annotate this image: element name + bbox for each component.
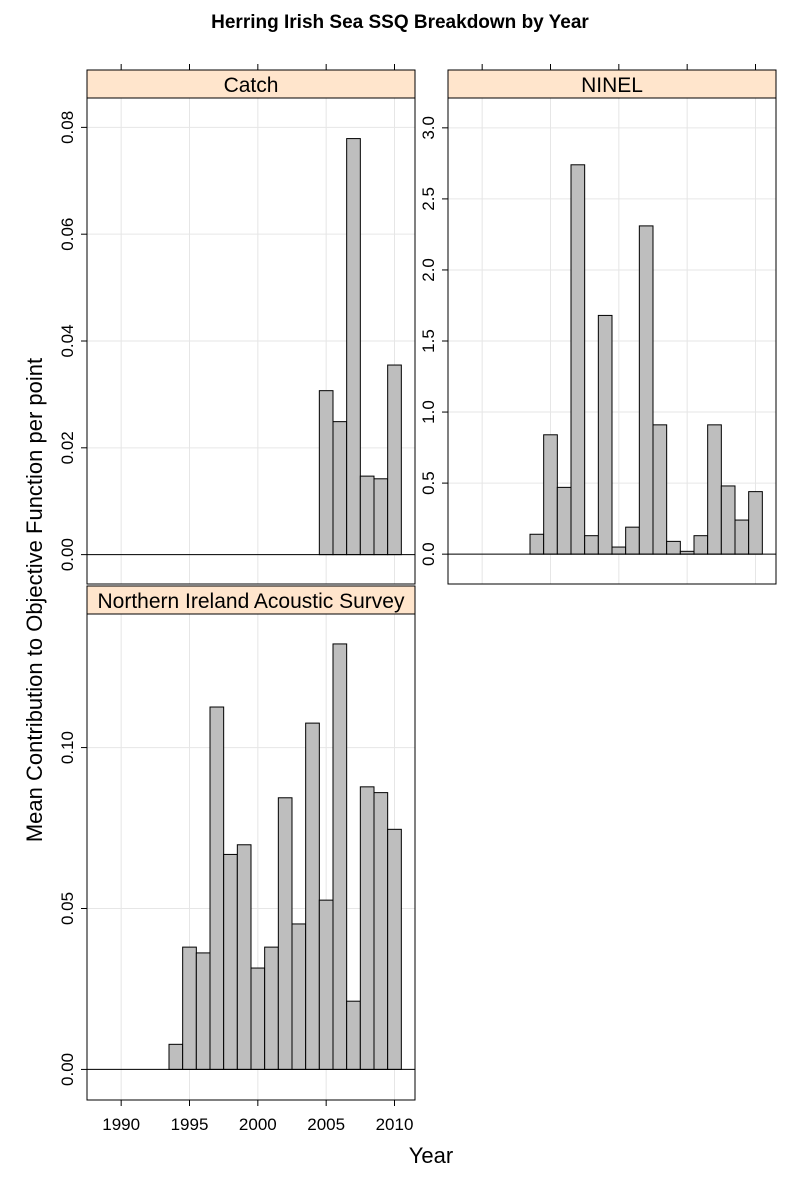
y-axis-title: Mean Contribution to Objective Function … — [22, 358, 47, 842]
bar-ninel-2000 — [611, 546, 627, 555]
bar-northern-ireland-acoustic-survey-1997 — [209, 706, 225, 1070]
bar-ninel-1997 — [570, 164, 586, 555]
y-tick-label-catch-0.00: 0.00 — [58, 538, 77, 571]
bar-catch-2009 — [373, 478, 389, 556]
bar-ninel-1998 — [584, 535, 599, 555]
bar-northern-ireland-acoustic-survey-2002 — [277, 797, 293, 1070]
bar-ninel-2010 — [748, 491, 763, 555]
panel-catch: Catch 0.00 0.02 0.04 0.06 0.08 — [58, 64, 416, 585]
bar-catch-2007 — [346, 138, 361, 556]
bar-ninel-2004 — [666, 540, 681, 555]
bar-ninel-2001 — [625, 526, 640, 555]
bars-catch — [318, 138, 402, 556]
bar-northern-ireland-acoustic-survey-1996 — [195, 952, 211, 1070]
y-tick-label-ninel-3.0: 3.0 — [419, 116, 438, 140]
bar-northern-ireland-acoustic-survey-1995 — [182, 946, 197, 1070]
panel-border-northern-ireland-acoustic-survey — [86, 613, 416, 1101]
panels-layer: Catch 0.00 0.02 0.04 0.06 0.08 NINEL 0.0 0.5 1.0 1… — [58, 64, 777, 1134]
y-tick-label-catch-0.04: 0.04 — [58, 324, 77, 357]
y-tick-label-ninel-0.0: 0.0 — [419, 542, 438, 566]
bar-northern-ireland-acoustic-survey-2008 — [359, 786, 375, 1070]
strip-label-ninel: NINEL — [581, 74, 643, 97]
bar-northern-ireland-acoustic-survey-2010 — [387, 828, 402, 1070]
bar-catch-2006 — [332, 421, 348, 556]
x-tick-label-1995: 1995 — [171, 1115, 209, 1134]
y-tick-label-northern-ireland-acoustic-survey-0.10: 0.10 — [58, 731, 77, 764]
bar-ninel-1994 — [529, 533, 545, 555]
bar-ninel-2009 — [734, 519, 750, 555]
bar-ninel-1995 — [543, 434, 558, 555]
bars-ninel — [529, 164, 763, 555]
bar-northern-ireland-acoustic-survey-2009 — [373, 792, 389, 1070]
bar-northern-ireland-acoustic-survey-1999 — [236, 844, 252, 1070]
y-tick-label-ninel-2.5: 2.5 — [419, 187, 438, 211]
x-tick-label-2010: 2010 — [376, 1115, 414, 1134]
chart-title: Herring Irish Sea SSQ Breakdown by Year — [211, 12, 589, 33]
x-tick-label-2000: 2000 — [239, 1115, 277, 1134]
y-tick-label-northern-ireland-acoustic-survey-0.05: 0.05 — [58, 892, 77, 925]
bar-northern-ireland-acoustic-survey-2003 — [291, 923, 307, 1070]
x-tick-label-2005: 2005 — [307, 1115, 345, 1134]
bar-ninel-2008 — [720, 485, 736, 555]
y-tick-label-ninel-2.0: 2.0 — [419, 258, 438, 282]
bar-northern-ireland-acoustic-survey-2001 — [264, 946, 279, 1070]
panel-ninel: NINEL 0.0 0.5 1.0 1.5 2.0 2.5 3.0 — [419, 64, 777, 585]
y-tick-label-catch-0.06: 0.06 — [58, 218, 77, 251]
x-tick-label-1990: 1990 — [102, 1115, 140, 1134]
bar-northern-ireland-acoustic-survey-1994 — [168, 1043, 184, 1070]
panel-northern-ireland-acoustic-survey: Northern Ireland Acoustic Survey 1990 1995… — [58, 585, 416, 1134]
y-tick-label-ninel-1.5: 1.5 — [419, 329, 438, 353]
bar-ninel-2007 — [707, 424, 722, 555]
strip-label-catch: Catch — [224, 74, 279, 97]
bar-ninel-1996 — [556, 486, 572, 555]
y-tick-label-ninel-0.5: 0.5 — [419, 471, 438, 495]
y-tick-label-ninel-1.0: 1.0 — [419, 400, 438, 424]
y-tick-label-catch-0.08: 0.08 — [58, 111, 77, 144]
bar-northern-ireland-acoustic-survey-2007 — [346, 1000, 361, 1070]
y-tick-label-northern-ireland-acoustic-survey-0.00: 0.00 — [58, 1053, 77, 1086]
bar-northern-ireland-acoustic-survey-2006 — [332, 643, 348, 1070]
x-axis-title: Year — [409, 1143, 453, 1168]
strip-catch — [86, 69, 416, 99]
bar-northern-ireland-acoustic-survey-2004 — [305, 722, 320, 1070]
bar-ninel-1999 — [597, 314, 613, 555]
bar-northern-ireland-acoustic-survey-1998 — [223, 853, 238, 1070]
bars-northern-ireland-acoustic-survey — [168, 643, 402, 1070]
bar-catch-2010 — [387, 364, 402, 556]
bar-catch-2008 — [359, 475, 375, 556]
bar-northern-ireland-acoustic-survey-2005 — [318, 899, 334, 1070]
bar-catch-2005 — [318, 390, 334, 556]
bar-ninel-2002 — [638, 225, 654, 555]
bar-ninel-2003 — [652, 424, 668, 555]
strip-label-northern-ireland-acoustic-survey: Northern Ireland Acoustic Survey — [98, 590, 405, 613]
bar-northern-ireland-acoustic-survey-2000 — [250, 967, 266, 1070]
y-tick-label-catch-0.02: 0.02 — [58, 431, 77, 464]
bar-ninel-2006 — [693, 535, 709, 555]
